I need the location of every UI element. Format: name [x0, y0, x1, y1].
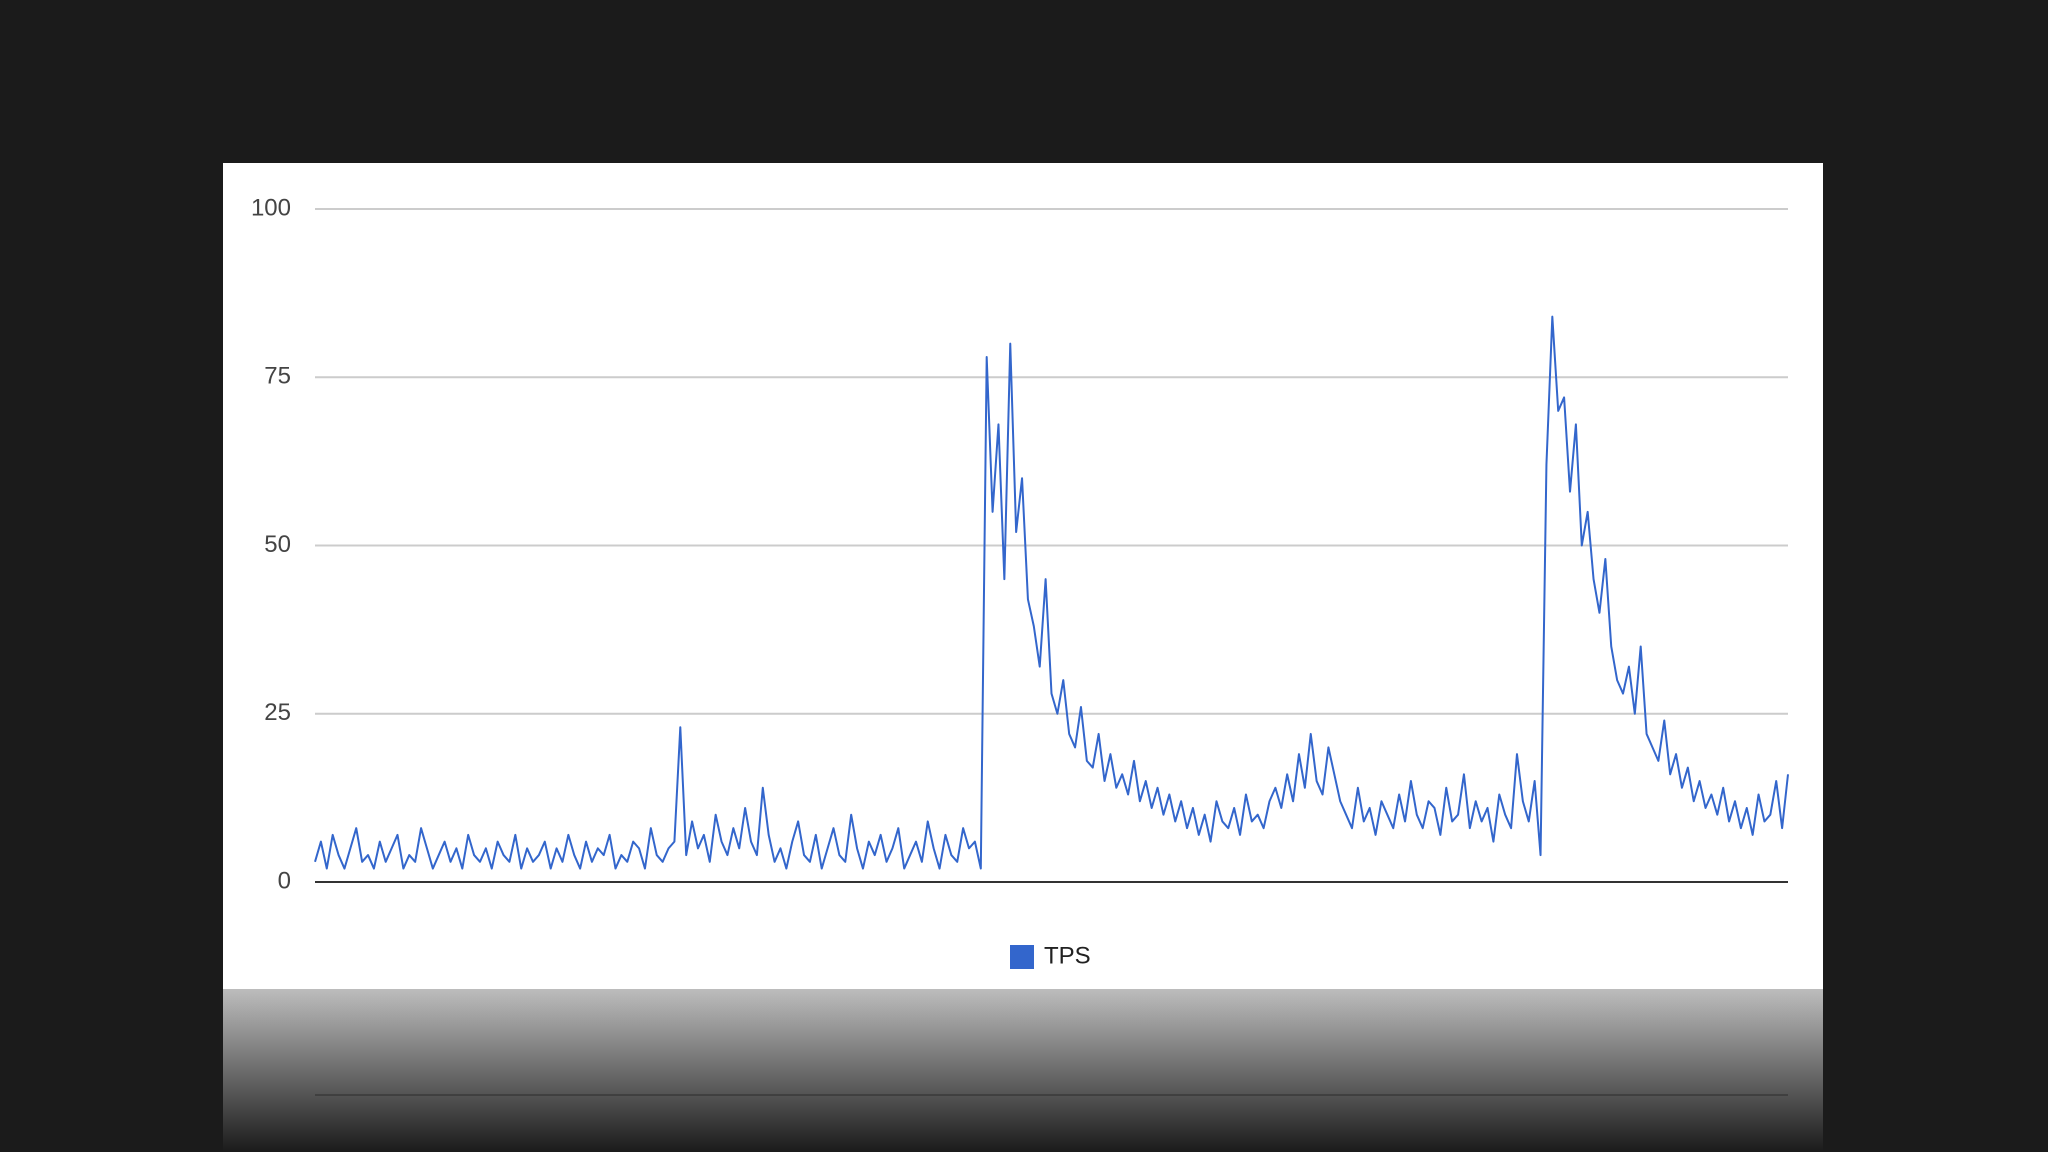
y-tick-label: 50 [264, 531, 291, 558]
data-line [314, 315, 1789, 870]
y-tick-label: 25 [264, 699, 291, 726]
legend-label: TPS [1044, 942, 1091, 969]
chart-panel [223, 163, 1823, 989]
legend-swatch [1010, 945, 1034, 969]
plot-area: 0 25 50 75 100 TPS [251, 194, 1789, 969]
y-tick-label: 75 [264, 363, 291, 390]
y-tick-label: 0 [278, 867, 291, 894]
y-tick-label: 100 [251, 194, 291, 221]
reflection [223, 989, 1823, 1152]
